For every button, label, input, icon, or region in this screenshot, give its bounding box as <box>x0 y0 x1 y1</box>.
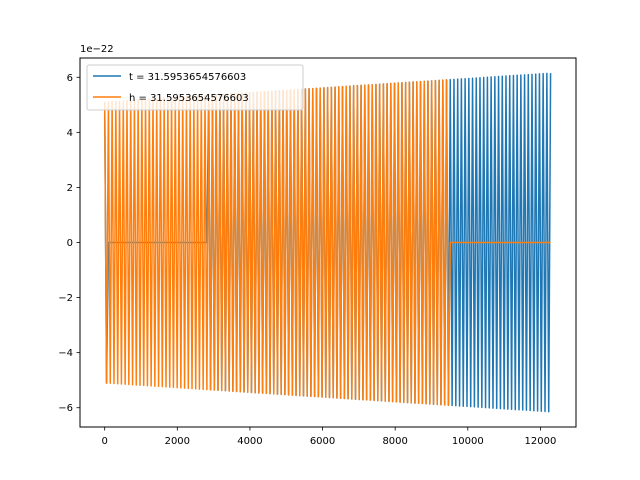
x-tick-label: 4000 <box>237 436 262 447</box>
x-axis: 0 2000 4000 6000 8000 10000 12000 <box>102 427 557 447</box>
x-tick-label: 2000 <box>165 436 190 447</box>
y-tick-label: −4 <box>58 348 73 359</box>
y-tick-label: −2 <box>58 293 73 304</box>
y-tick-label: 0 <box>67 238 73 249</box>
legend-label-h: h = 31.5953654576603 <box>129 93 249 104</box>
y-axis: −6 −4 −2 0 2 4 6 <box>58 73 80 414</box>
legend: t = 31.5953654576603 h = 31.595365457660… <box>86 64 304 111</box>
y-tick-label: 6 <box>67 73 73 84</box>
x-tick-label: 8000 <box>382 436 407 447</box>
y-offset-label: 1e−22 <box>80 44 114 55</box>
x-tick-label: 0 <box>102 436 108 447</box>
y-tick-label: −6 <box>58 403 73 414</box>
x-tick-label: 6000 <box>310 436 335 447</box>
legend-label-t: t = 31.5953654576603 <box>129 72 246 83</box>
x-tick-label: 12000 <box>525 436 557 447</box>
y-tick-label: 2 <box>67 183 73 194</box>
x-tick-label: 10000 <box>452 436 484 447</box>
y-tick-label: 4 <box>67 128 73 139</box>
legend-box <box>86 64 304 111</box>
